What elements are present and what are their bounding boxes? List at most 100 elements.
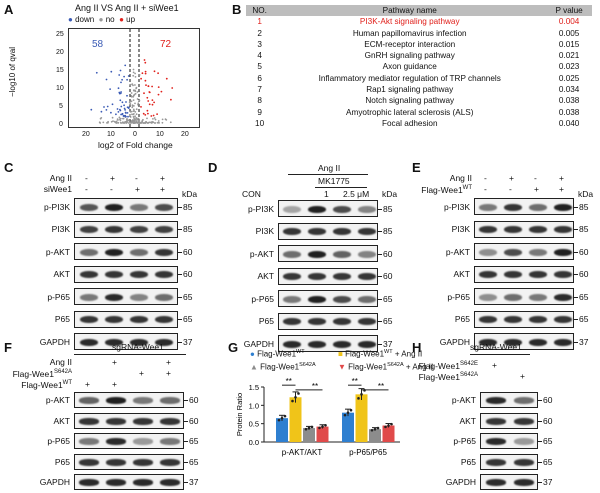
kda-tick [538,461,542,463]
blot-band [104,316,124,324]
volcano-point [156,121,159,124]
condition-superscript: S642E [459,361,478,367]
pathway-header-cell: Pathway name [273,5,547,17]
volcano-point [127,75,130,77]
blot-row-label-p-akt: p-AKT [45,246,70,257]
blot-band [106,458,126,466]
kda-value: 65 [543,436,553,446]
blot-strip-p65 [278,312,378,330]
data-point [376,426,380,430]
pathway-row: 6 Inflammatory mediator regulation of TRP… [246,73,592,84]
kda-tick [378,231,382,232]
volcano-point [121,113,124,115]
blot-strip-p-p65 [74,288,178,305]
volcano-point [147,100,150,102]
pathway-pvalue: 0.004 [558,17,580,27]
blot-band [133,479,153,487]
volcano-xlabel: log2 of Fold change [98,140,173,150]
sgrna-bracket [74,354,186,355]
volcano-point [137,117,140,120]
blot-row-label-p-p65: p-P65 [447,291,470,302]
volcano-point-significant [126,106,129,109]
condition-sign: + [559,184,564,194]
significance-mark: ** [312,382,318,391]
condition-superscript: S642A [459,372,478,378]
blot-band [154,338,174,346]
kda-value: 60 [189,395,199,405]
pathway-row: 9 Amyotrophic lateral sclerosis (ALS) 0.03… [246,107,592,118]
pathway-name: Inflammatory mediator regulation of TRP … [318,73,501,83]
kda-tick [574,229,578,230]
kda-value: 85 [183,201,193,212]
volcano-point [157,120,160,122]
pathway-name: Rap1 signaling pathway [366,85,454,95]
kda-value: 65 [183,314,193,324]
blot-band [79,316,99,324]
volcano-point-significant [141,72,144,75]
volcano-point [135,117,138,120]
volcano-point-significant [148,103,151,106]
volcano-point [138,74,141,76]
blot-band [333,273,351,281]
volcano-point [131,106,134,109]
blot-band [104,226,124,234]
volcano-point [136,91,139,93]
legend-suffix: + Ang II [392,349,423,359]
volcano-point [137,103,139,106]
volcano-point [134,111,137,113]
blot-band [129,338,149,346]
kda-tick [538,400,542,401]
legend-entry: ■ Flag-Wee1WT + Ang II [338,349,423,359]
protein-ratio-plot: 0.0 0.5 1.0 1.5 Protein Ratio p-AKT/AKT ** ** p-… [235,377,400,457]
blot-band [79,338,99,346]
pathway-no: 5 [257,62,262,72]
blot-band [79,226,99,234]
blot-row-label-gapdh: GAPDH [445,477,476,487]
volcano-point [113,120,116,123]
volcano-point [134,121,137,124]
volcano-point [122,117,125,120]
blot-row-label-p-akt: p-AKT [249,248,274,259]
blot-band [529,316,547,324]
legend-superscript: S642A [387,362,404,368]
volcano-point [123,107,126,110]
volcano-point [132,84,134,87]
blot-row-label-p-pi3k: p-PI3K [444,201,470,212]
blot-band [554,316,572,324]
volcano-point [111,116,114,119]
pathway-name: PI3K-Akt signaling pathway [359,17,460,27]
condition-sign: + [559,173,564,183]
data-point [346,411,350,414]
blot-band [554,271,572,279]
blot-band [160,458,180,466]
condition-label-siwee1: siWee1 [43,184,72,194]
kda-value: 65 [579,291,589,302]
blot-row-label-p-p65: p-P65 [251,293,274,304]
volcano-point [99,122,102,124]
blot-band [154,271,174,279]
pathway-pvalue: 0.025 [558,73,580,83]
kda-tick [178,319,182,320]
blot-band [106,417,126,425]
kda-value: 85 [579,201,589,212]
blot-row-label-p-p65: p-P65 [47,436,70,446]
blot-band [479,338,497,346]
kda-tick [574,251,578,253]
kda-value: 37 [579,336,589,347]
volcano-point [165,77,168,80]
volcano-point [144,72,147,75]
blot-band [308,318,326,326]
volcano-point-significant [121,101,124,104]
blot-band [133,438,153,446]
blot-band [160,397,180,405]
pathway-no: 7 [257,85,262,95]
blot-band [283,318,301,326]
condition-label-flag-wee1s642e: Flag-Wee1S642E [418,360,478,371]
legend-name: Flag-Wee1 [257,349,297,359]
volcano-point [153,70,156,73]
volcano-xtick: 0 [133,131,137,138]
blot-band [485,458,507,466]
volcano-title: Ang II VS Ang II + siWee1 [75,3,179,13]
legend-up-label: up [126,15,136,24]
data-point [283,414,287,418]
